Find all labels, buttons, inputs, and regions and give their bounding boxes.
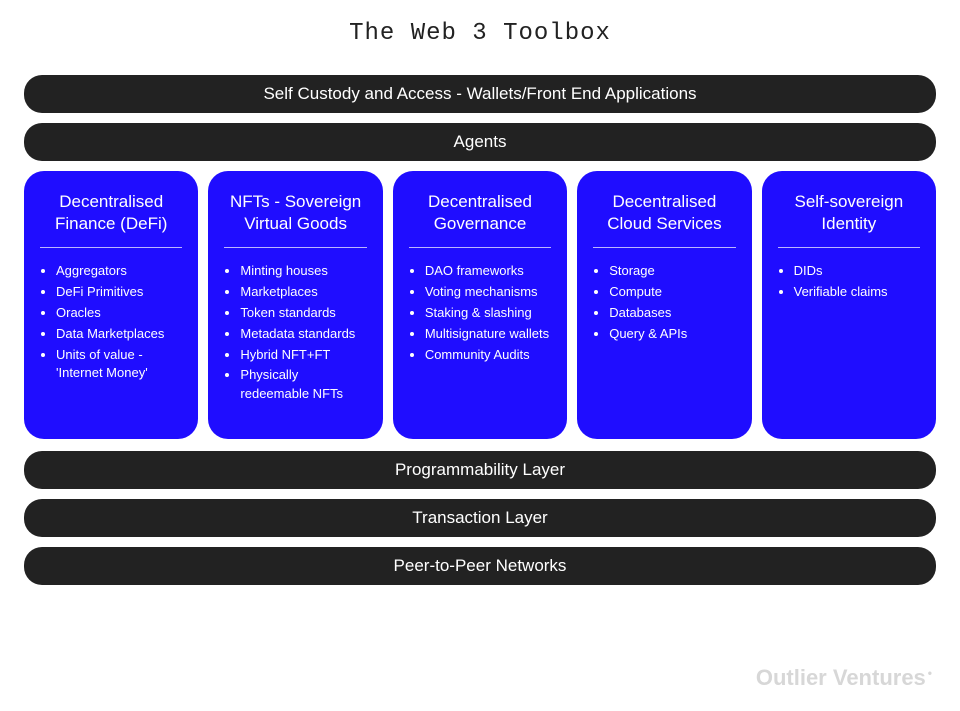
card-title: Decentralised Cloud Services: [593, 191, 735, 248]
attribution-label: Outlier Ventures•: [756, 665, 932, 691]
card-list: Minting houses Marketplaces Token standa…: [224, 262, 366, 404]
list-item: Minting houses: [240, 262, 366, 281]
card-identity: Self-sovereign Identity DIDs Verifiable …: [762, 171, 936, 439]
layer-bar-agents: Agents: [24, 123, 936, 161]
card-cloud: Decentralised Cloud Services Storage Com…: [577, 171, 751, 439]
list-item: Storage: [609, 262, 735, 281]
list-item: DIDs: [794, 262, 920, 281]
card-title: Decentralised Governance: [409, 191, 551, 248]
list-item: Data Marketplaces: [56, 325, 182, 344]
card-governance: Decentralised Governance DAO frameworks …: [393, 171, 567, 439]
layer-bar-transaction: Transaction Layer: [24, 499, 936, 537]
list-item: Compute: [609, 283, 735, 302]
list-item: Metadata standards: [240, 325, 366, 344]
list-item: DeFi Primitives: [56, 283, 182, 302]
list-item: Physically redeemable NFTs: [240, 366, 366, 404]
list-item: Community Audits: [425, 346, 551, 365]
card-title: Self-sovereign Identity: [778, 191, 920, 248]
list-item: Oracles: [56, 304, 182, 323]
attribution-mark-icon: •: [928, 666, 932, 680]
cards-row: Decentralised Finance (DeFi) Aggregators…: [24, 171, 936, 439]
list-item: Multisignature wallets: [425, 325, 551, 344]
page-title: The Web 3 Toolbox: [24, 20, 936, 47]
list-item: Staking & slashing: [425, 304, 551, 323]
card-title: Decentralised Finance (DeFi): [40, 191, 182, 248]
list-item: Aggregators: [56, 262, 182, 281]
card-list: DAO frameworks Voting mechanisms Staking…: [409, 262, 551, 364]
list-item: DAO frameworks: [425, 262, 551, 281]
card-defi: Decentralised Finance (DeFi) Aggregators…: [24, 171, 198, 439]
layer-bar-self-custody: Self Custody and Access - Wallets/Front …: [24, 75, 936, 113]
layer-bar-p2p: Peer-to-Peer Networks: [24, 547, 936, 585]
card-title: NFTs - Sovereign Virtual Goods: [224, 191, 366, 248]
list-item: Units of value - 'Internet Money': [56, 346, 182, 384]
card-list: Aggregators DeFi Primitives Oracles Data…: [40, 262, 182, 383]
card-list: Storage Compute Databases Query & APIs: [593, 262, 735, 343]
layer-bar-programmability: Programmability Layer: [24, 451, 936, 489]
list-item: Token standards: [240, 304, 366, 323]
list-item: Marketplaces: [240, 283, 366, 302]
card-nfts: NFTs - Sovereign Virtual Goods Minting h…: [208, 171, 382, 439]
list-item: Databases: [609, 304, 735, 323]
attribution-text: Outlier Ventures: [756, 665, 926, 690]
list-item: Voting mechanisms: [425, 283, 551, 302]
list-item: Hybrid NFT+FT: [240, 346, 366, 365]
list-item: Query & APIs: [609, 325, 735, 344]
list-item: Verifiable claims: [794, 283, 920, 302]
card-list: DIDs Verifiable claims: [778, 262, 920, 302]
